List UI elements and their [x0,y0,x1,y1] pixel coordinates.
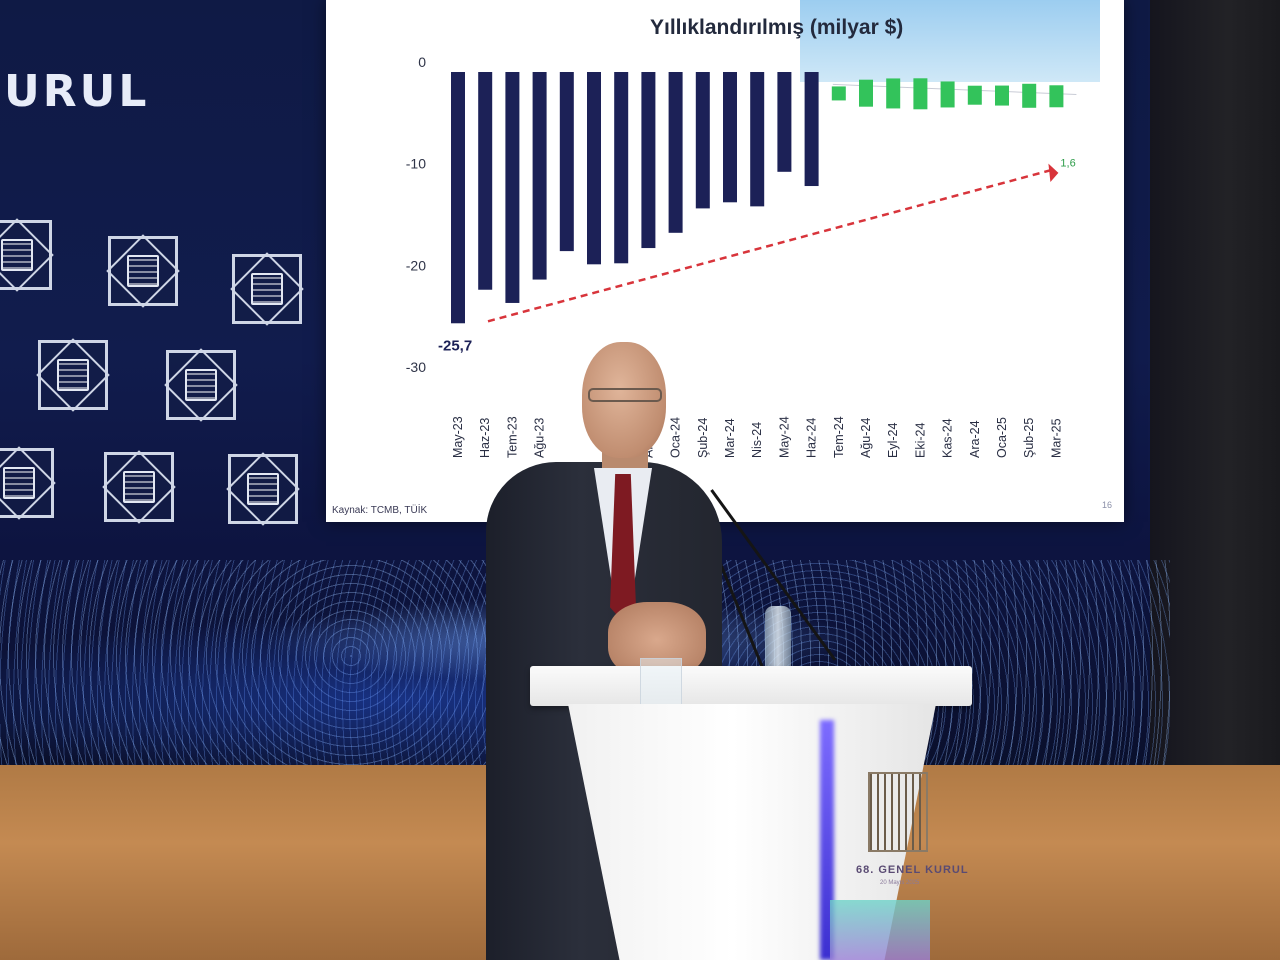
x-tick-label: Şub-24 [696,418,710,458]
bar [859,79,873,107]
x-tick-label: Ağu-23 [533,418,547,458]
x-tick-label: Eyl-24 [886,423,900,458]
water-glass [640,658,682,710]
lectern-top [530,666,972,706]
y-tick-label: -30 [406,359,426,375]
x-tick-label: Kas-24 [941,418,955,458]
x-tick-label: May-23 [451,416,465,458]
chart-title: Yıllıklandırılmış (milyar $) [650,16,904,39]
bar [1049,85,1064,108]
tbb-logo-icon [0,220,52,290]
tbb-logo-icon [108,236,178,306]
data-label: -25,7 [438,338,472,355]
tbb-logo-icon [232,254,302,324]
x-tick-label: Tem-24 [832,416,846,458]
bar [723,72,737,203]
slide-page-number: 16 [1101,500,1112,510]
bar [750,72,765,207]
side-panel [1150,0,1280,780]
bar [532,72,547,280]
wall-title: URUL [4,66,150,117]
x-tick-label: Şub-25 [1022,418,1036,458]
event-date: 20 Mayıs 2025 [880,880,920,886]
bar [967,85,982,105]
bar [995,85,1009,106]
bar [1022,83,1037,108]
x-tick-label: Haz-24 [805,418,819,458]
bar [804,72,819,187]
bar [831,86,846,101]
bar [695,72,710,209]
tbb-lectern-logo-icon [868,772,928,852]
y-tick-label: -10 [406,156,426,172]
bar [940,81,955,108]
tbb-logo-icon [38,340,108,410]
bar [614,72,629,264]
bar [505,72,520,303]
y-tick-label: 0 [418,54,426,70]
tie [610,474,636,622]
tbb-logo-icon [228,454,298,524]
bar [886,78,901,109]
tbb-logo-icon [104,452,174,522]
bar-chart: 0 -10 -20 -30 -25,7 1,6 May-23 Haz-23 Tem-23 Ağu-… [406,54,1077,458]
bar [451,72,465,324]
x-tick-label: Eki-24 [913,423,927,458]
glasses-icon [588,388,662,402]
source-note: Kaynak: TCMB, TÜİK [332,505,428,516]
bar [559,72,574,252]
x-tick-label: Haz-23 [478,418,492,458]
y-tick-label: -20 [406,257,426,273]
x-tick-label: Mar-24 [723,418,737,458]
bar [641,72,656,249]
trend-line [487,168,1053,323]
x-tick-label: Mar-25 [1049,418,1063,458]
tbb-logo-icon [0,448,54,518]
bar [913,78,928,110]
presentation-slide: 0 -10 -20 -30 -25,7 1,6 May-23 Haz-23 Tem-23 Ağu-… [326,0,1124,522]
x-tick-label: Tem-23 [505,416,519,458]
x-tick-label: Oca-25 [995,417,1009,458]
x-tick-label: Ağu-24 [859,418,873,458]
x-tick-label: Nis-24 [750,422,764,458]
bar [668,72,683,233]
event-title: 68. GENEL KURUL [856,864,969,876]
bar [777,72,792,172]
x-tick-label: Oca-24 [669,417,683,458]
tbb-logo-icon [166,350,236,420]
bar [478,72,493,290]
lectern-color-band [830,900,930,960]
x-tick-label: May-24 [777,416,791,458]
bar [587,72,601,265]
slide-decoration [800,0,1100,82]
trend-arrow-icon [1048,163,1059,182]
x-tick-label: Ara-24 [968,420,982,458]
data-label: 1,6 [1060,158,1075,170]
